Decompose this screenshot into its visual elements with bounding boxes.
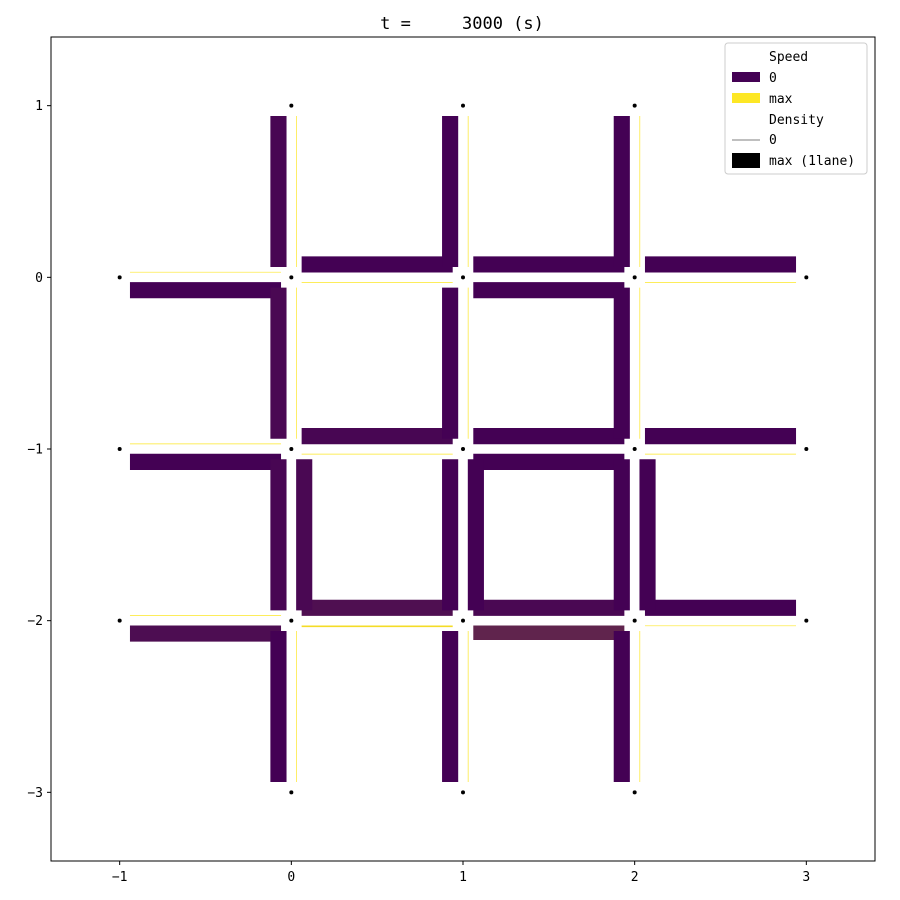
legend-frame bbox=[724, 42, 868, 175]
legend-swatch-speed-max bbox=[732, 93, 760, 103]
network-node bbox=[632, 618, 637, 623]
network-node bbox=[461, 790, 465, 795]
network-node bbox=[804, 618, 809, 623]
network-node bbox=[461, 618, 465, 623]
legend-label-density-0: 0 bbox=[769, 133, 777, 148]
nodes-layer bbox=[117, 103, 809, 795]
x-tick-label: −1 bbox=[112, 870, 128, 885]
network-node bbox=[804, 447, 809, 451]
legend-swatch-speed-0 bbox=[732, 72, 760, 82]
y-tick-label: 1 bbox=[35, 99, 43, 114]
y-tick-label: 0 bbox=[35, 271, 43, 286]
network-node bbox=[289, 447, 294, 451]
network-node bbox=[289, 790, 294, 795]
links-layer bbox=[129, 115, 797, 783]
legend-label-density-max: max (1lane) bbox=[769, 154, 855, 169]
legend-swatch-density-max bbox=[732, 153, 760, 168]
network-node bbox=[632, 447, 637, 451]
y-tick-label: −3 bbox=[27, 786, 43, 801]
network-node bbox=[461, 103, 465, 108]
network-node bbox=[461, 447, 465, 451]
x-tick-label: 1 bbox=[459, 870, 467, 885]
network-node bbox=[289, 103, 294, 108]
network-node bbox=[117, 275, 122, 280]
ticks-layer: −1 0 1 2 3 1 0 −1 −2 −3 bbox=[27, 99, 810, 885]
x-tick-label: 0 bbox=[287, 870, 295, 885]
legend-label-speed-max: max bbox=[769, 92, 793, 107]
legend-label-speed-header: Speed bbox=[769, 50, 808, 65]
network-node bbox=[117, 618, 122, 623]
network-node bbox=[289, 618, 294, 623]
network-node bbox=[117, 447, 122, 451]
chart-title: t = 3000 (s) bbox=[380, 14, 544, 34]
network-node bbox=[804, 275, 809, 280]
legend: Speed 0 max Density 0 max (1lane) bbox=[724, 42, 868, 175]
network-node bbox=[461, 275, 465, 280]
network-node bbox=[289, 275, 294, 280]
x-tick-label: 2 bbox=[631, 870, 639, 885]
network-node bbox=[632, 103, 637, 108]
network-node bbox=[632, 790, 637, 795]
y-tick-label: −2 bbox=[27, 614, 43, 629]
x-tick-label: 3 bbox=[802, 870, 810, 885]
legend-label-speed-0: 0 bbox=[769, 71, 777, 86]
network-node bbox=[632, 275, 637, 280]
y-tick-label: −1 bbox=[27, 443, 43, 458]
legend-label-density-header: Density bbox=[769, 113, 824, 128]
